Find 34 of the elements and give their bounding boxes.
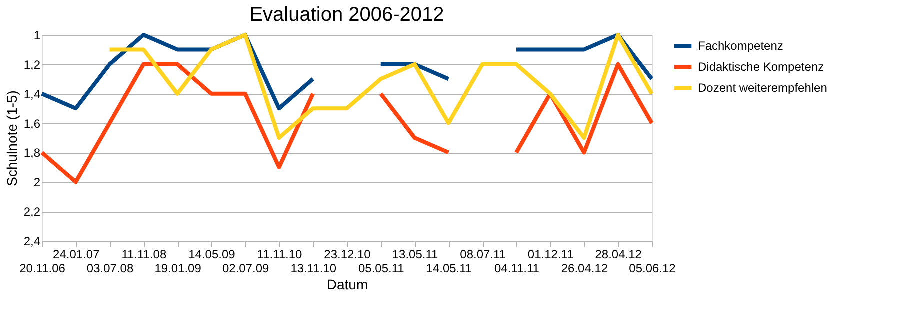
x-tick-label: 20.11.06: [20, 262, 66, 276]
y-tick-label: 1: [34, 28, 41, 42]
x-tick-label: 19.01.09: [154, 262, 202, 276]
x-tick-label: 11.11.08: [122, 248, 167, 262]
x-tick-label: 28.04.12: [595, 248, 642, 262]
x-tick-label: 26.04.12: [561, 262, 608, 276]
y-tick-label: 1,4: [24, 87, 41, 102]
x-tick-label: 14.05.11: [426, 262, 472, 276]
legend-label: Dozent weiterempfehlen: [698, 81, 828, 95]
x-tick-label: 08.07.11: [460, 248, 506, 262]
x-tick-label: 13.11.10: [290, 262, 337, 276]
x-tick-label: 05.05.11: [358, 262, 405, 276]
legend-label: Didaktische Kompetenz: [698, 60, 824, 74]
line-series: [108, 33, 654, 140]
x-tick-label: 11.11.10: [257, 248, 303, 262]
x-tick-label: 04.11.11: [494, 262, 540, 276]
x-tick-label: 23.12.10: [324, 248, 372, 262]
x-tick-label: 13.05.11: [392, 248, 439, 262]
y-tick-label: 1,2: [24, 58, 41, 72]
x-tick-label: 01.12.11: [528, 248, 574, 262]
x-tick-label: 14.05.09: [188, 248, 236, 262]
y-tick-label: 2: [34, 176, 41, 190]
legend-label: Fachkompetenz: [698, 39, 784, 53]
y-tick-label: 2,4: [24, 234, 41, 248]
chart-title: Evaluation 2006-2012: [250, 4, 444, 26]
x-axis-title: Datum: [326, 276, 368, 292]
x-tick-label: 02.07.09: [222, 262, 270, 276]
x-tick-label: 03.07.08: [86, 262, 134, 276]
y-axis-title: Schulnote (1-5): [4, 90, 20, 186]
x-tick-label: 24.01.07: [53, 248, 100, 262]
x-tick-label: 05.06.12: [629, 262, 676, 276]
y-tick-label: 2,2: [24, 205, 41, 220]
y-tick-label: 1,8: [24, 146, 41, 160]
y-tick-label: 1,6: [24, 116, 41, 131]
